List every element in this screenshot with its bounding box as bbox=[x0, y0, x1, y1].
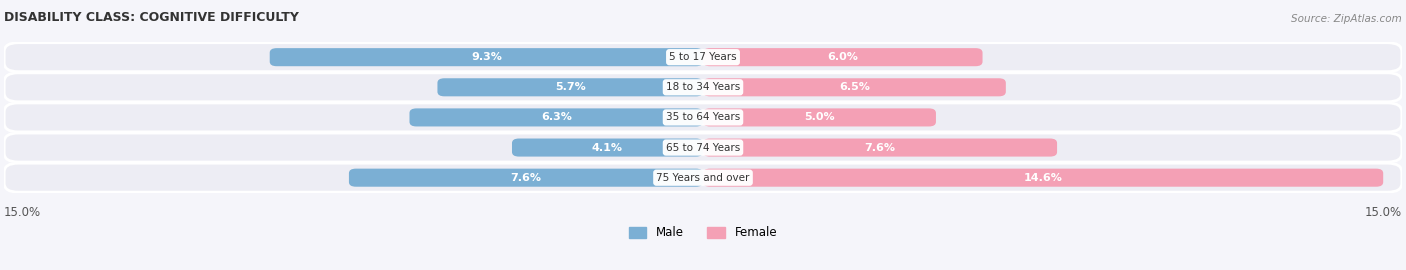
Text: 7.6%: 7.6% bbox=[865, 143, 896, 153]
Text: 5.7%: 5.7% bbox=[555, 82, 585, 92]
FancyBboxPatch shape bbox=[703, 108, 936, 126]
Text: Source: ZipAtlas.com: Source: ZipAtlas.com bbox=[1291, 14, 1402, 24]
FancyBboxPatch shape bbox=[4, 163, 1402, 192]
FancyBboxPatch shape bbox=[437, 78, 703, 96]
FancyBboxPatch shape bbox=[703, 48, 983, 66]
FancyBboxPatch shape bbox=[409, 108, 703, 126]
FancyBboxPatch shape bbox=[4, 73, 1402, 102]
Text: 4.1%: 4.1% bbox=[592, 143, 623, 153]
Text: 65 to 74 Years: 65 to 74 Years bbox=[666, 143, 740, 153]
Text: 5 to 17 Years: 5 to 17 Years bbox=[669, 52, 737, 62]
Text: 18 to 34 Years: 18 to 34 Years bbox=[666, 82, 740, 92]
Text: 7.6%: 7.6% bbox=[510, 173, 541, 183]
Text: 14.6%: 14.6% bbox=[1024, 173, 1063, 183]
FancyBboxPatch shape bbox=[349, 169, 703, 187]
Text: 75 Years and over: 75 Years and over bbox=[657, 173, 749, 183]
FancyBboxPatch shape bbox=[4, 103, 1402, 132]
Text: 6.3%: 6.3% bbox=[541, 112, 572, 122]
FancyBboxPatch shape bbox=[512, 139, 703, 157]
FancyBboxPatch shape bbox=[4, 133, 1402, 162]
FancyBboxPatch shape bbox=[4, 43, 1402, 72]
Text: DISABILITY CLASS: COGNITIVE DIFFICULTY: DISABILITY CLASS: COGNITIVE DIFFICULTY bbox=[4, 11, 299, 24]
Text: 15.0%: 15.0% bbox=[4, 206, 41, 219]
Text: 6.5%: 6.5% bbox=[839, 82, 870, 92]
FancyBboxPatch shape bbox=[270, 48, 703, 66]
Text: 5.0%: 5.0% bbox=[804, 112, 835, 122]
Legend: Male, Female: Male, Female bbox=[624, 222, 782, 244]
FancyBboxPatch shape bbox=[703, 78, 1005, 96]
Text: 15.0%: 15.0% bbox=[1365, 206, 1402, 219]
Text: 9.3%: 9.3% bbox=[471, 52, 502, 62]
Text: 35 to 64 Years: 35 to 64 Years bbox=[666, 112, 740, 122]
FancyBboxPatch shape bbox=[703, 139, 1057, 157]
FancyBboxPatch shape bbox=[703, 169, 1384, 187]
Text: 6.0%: 6.0% bbox=[827, 52, 858, 62]
